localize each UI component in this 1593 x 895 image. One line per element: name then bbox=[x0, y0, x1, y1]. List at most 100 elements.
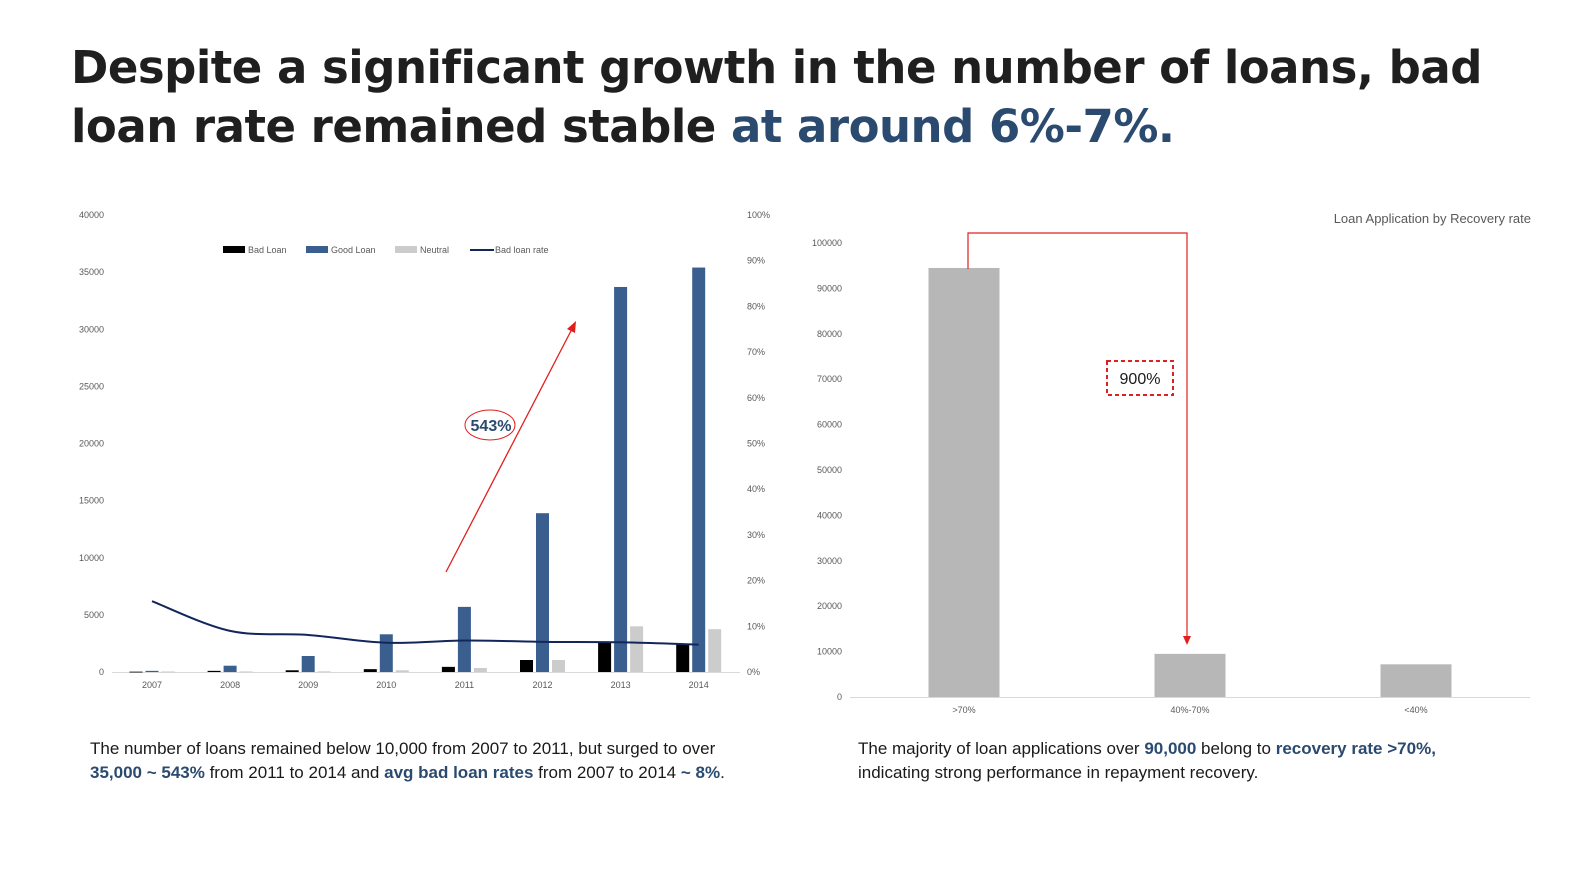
legend-swatch-bad-loan bbox=[223, 246, 245, 253]
caption-text: The majority of loan applications over bbox=[858, 739, 1145, 758]
y-tick-label: 30000 bbox=[817, 556, 842, 566]
bar-bad-loan bbox=[285, 670, 299, 672]
bar-bad-loan bbox=[207, 670, 221, 672]
legend-label-good-loan: Good Loan bbox=[331, 245, 376, 255]
growth-label: 543% bbox=[471, 418, 512, 435]
caption-text: from 2011 to 2014 and bbox=[204, 763, 385, 782]
drop-label-box bbox=[1106, 360, 1174, 396]
legend-label-neutral: Neutral bbox=[420, 245, 449, 255]
y-tick-label: 90000 bbox=[817, 283, 842, 293]
right-chart-caption: The majority of loan applications over 9… bbox=[858, 737, 1498, 785]
bar-good-loan bbox=[301, 656, 315, 672]
x-axis: 2007 2008 2009 2010 2011 2012 2013 2014 bbox=[142, 680, 709, 690]
y2-tick-label: 60% bbox=[747, 393, 765, 403]
bar-bad-loan bbox=[520, 660, 533, 672]
growth-label-circle bbox=[464, 409, 516, 441]
caption-text: . bbox=[720, 763, 725, 782]
secondary-y-axis: 0% 10% 20% 30% 40% 50% 60% 70% 80% 90% 100% bbox=[747, 210, 770, 677]
x-tick-label: 2011 bbox=[455, 680, 474, 690]
y-tick-label: 40000 bbox=[79, 210, 104, 220]
legend: Bad Loan Good Loan Neutral Bad loan rate bbox=[223, 245, 549, 255]
left-chart-caption: The number of loans remained below 10,00… bbox=[90, 737, 770, 785]
bar-good-loan bbox=[145, 670, 159, 672]
caption-highlight: ~ 8% bbox=[680, 763, 721, 782]
y2-tick-label: 80% bbox=[747, 301, 765, 311]
bar-bad-loan bbox=[441, 666, 455, 672]
caption-highlight: avg bad loan rates bbox=[384, 763, 534, 782]
x-tick-label: 2007 bbox=[142, 680, 162, 690]
bar-neutral bbox=[630, 626, 644, 672]
y2-tick-label: 70% bbox=[747, 347, 765, 357]
y-tick-label: 0 bbox=[837, 692, 842, 702]
y-tick-label: 35000 bbox=[79, 267, 104, 277]
bar-neutral bbox=[552, 660, 565, 672]
bad-loan-rate-line bbox=[151, 600, 699, 646]
bar-bad-loan bbox=[129, 671, 143, 673]
x-tick-label: >70% bbox=[952, 705, 975, 715]
caption-text: The number of loans remained below 10,00… bbox=[90, 739, 716, 758]
bar-bad-loan bbox=[598, 641, 612, 672]
x-axis: >70% 40%-70% <40% bbox=[952, 705, 1427, 715]
bar-good-loan bbox=[614, 286, 628, 672]
x-tick-label: 40%-70% bbox=[1170, 705, 1209, 715]
y-tick-label: 60000 bbox=[817, 420, 842, 430]
caption-highlight: 35,000 ~ 543% bbox=[90, 763, 205, 782]
y2-tick-label: 90% bbox=[747, 256, 765, 266]
y-tick-label: 10000 bbox=[79, 553, 104, 563]
growth-arrow-head bbox=[567, 321, 576, 333]
loans-by-year-chart: 0 5000 10000 15000 20000 25000 30000 35000 40000… bbox=[79, 210, 770, 690]
headline-highlight: at around 6%-7%. bbox=[730, 100, 1175, 153]
primary-y-axis: 0 5000 10000 15000 20000 25000 30000 35000 40000 bbox=[79, 210, 104, 677]
caption-highlight: recovery rate >70%, bbox=[1275, 739, 1436, 758]
bar-good-loan bbox=[379, 634, 393, 672]
y-tick-label: 20000 bbox=[817, 601, 842, 611]
y2-tick-label: 10% bbox=[747, 621, 765, 631]
bar-group bbox=[129, 267, 722, 673]
legend-label-bad-loan: Bad Loan bbox=[248, 245, 287, 255]
y2-tick-label: 30% bbox=[747, 530, 765, 540]
bar-good-loan bbox=[457, 606, 471, 672]
bar-neutral bbox=[239, 671, 253, 673]
bar-good-loan bbox=[223, 665, 237, 672]
recovery-bar bbox=[928, 267, 1000, 697]
drop-annotation: 900% bbox=[967, 232, 1191, 645]
bar-good-loan bbox=[536, 513, 549, 672]
growth-arrow-line bbox=[445, 326, 574, 573]
legend-swatch-neutral bbox=[395, 246, 417, 253]
bar-group bbox=[928, 267, 1452, 697]
x-tick-label: 2012 bbox=[532, 680, 552, 690]
y2-tick-label: 0% bbox=[747, 667, 760, 677]
y-tick-label: 70000 bbox=[817, 374, 842, 384]
caption-text: indicating strong performance in repayme… bbox=[858, 763, 1259, 782]
bar-bad-loan bbox=[676, 644, 690, 672]
bar-bad-loan bbox=[363, 669, 377, 672]
y-tick-label: 50000 bbox=[817, 465, 842, 475]
y2-tick-label: 20% bbox=[747, 576, 765, 586]
x-tick-label: 2014 bbox=[689, 680, 709, 690]
headline-text: Despite a significant growth in the numb… bbox=[71, 41, 1482, 153]
recovery-rate-chart: Loan Application by Recovery rate 0 10000… bbox=[812, 211, 1531, 715]
y2-tick-label: 100% bbox=[747, 210, 770, 220]
x-tick-label: 2010 bbox=[376, 680, 396, 690]
bar-neutral bbox=[161, 671, 175, 673]
chart-title: Loan Application by Recovery rate bbox=[1334, 211, 1531, 226]
y-tick-label: 20000 bbox=[79, 439, 104, 449]
x-tick-label: <40% bbox=[1404, 705, 1427, 715]
x-tick-label: 2008 bbox=[220, 680, 240, 690]
y2-tick-label: 40% bbox=[747, 484, 765, 494]
y-tick-label: 25000 bbox=[79, 381, 104, 391]
bar-good-loan bbox=[692, 267, 706, 672]
y-tick-label: 5000 bbox=[84, 610, 104, 620]
y-tick-label: 40000 bbox=[817, 510, 842, 520]
drop-label: 900% bbox=[1120, 371, 1161, 388]
y-tick-label: 30000 bbox=[79, 324, 104, 334]
bar-neutral bbox=[317, 671, 331, 673]
y-axis: 0 10000 20000 30000 40000 50000 60000 70000 8000… bbox=[812, 238, 842, 702]
x-tick-label: 2013 bbox=[611, 680, 631, 690]
recovery-bar bbox=[1154, 653, 1226, 697]
legend-label-rate: Bad loan rate bbox=[495, 245, 549, 255]
y-tick-label: 10000 bbox=[817, 647, 842, 657]
drop-arrow-head bbox=[1183, 636, 1191, 645]
page-headline: Despite a significant growth in the numb… bbox=[71, 38, 1551, 156]
caption-highlight: 90,000 bbox=[1144, 739, 1197, 758]
